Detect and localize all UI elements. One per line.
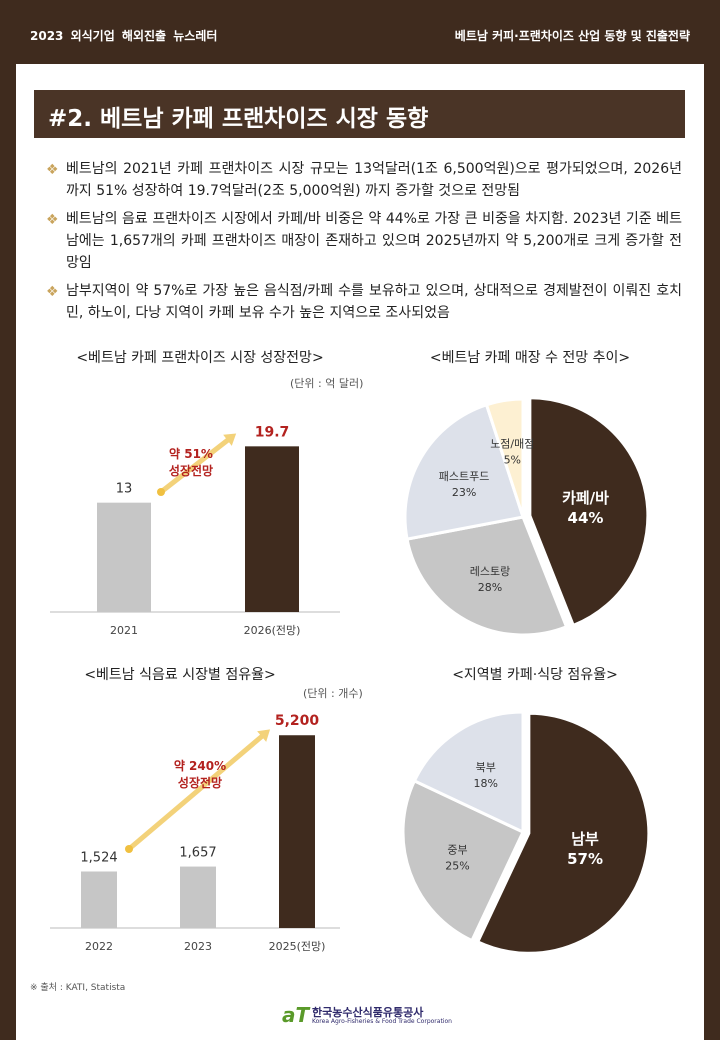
left-border <box>0 64 16 1040</box>
bar <box>245 446 299 612</box>
bar <box>279 735 315 928</box>
pie-slice-percent: 23% <box>452 486 476 499</box>
growth-arrow-head-icon <box>223 433 237 446</box>
pie-slice <box>405 515 569 637</box>
header-bar: 2023 외식기업 해외진출 뉴스레터 베트남 커피·프랜차이즈 산업 동향 및… <box>0 0 720 64</box>
pie-slice-percent: 44% <box>568 509 604 527</box>
report-title: 베트남 커피·프랜차이즈 산업 동향 및 진출전략 <box>454 29 690 43</box>
pie-slice <box>401 778 525 943</box>
diamond-bullet-icon: ❖ <box>46 284 59 300</box>
bar-value-label: 19.7 <box>255 424 290 440</box>
bullet-text: 베트남의 2021년 카페 프랜차이즈 시장 규모는 13억달러(1조 6,50… <box>66 161 682 199</box>
chart-title-store-count: <베트남 식음료 시장별 점유율> <box>84 667 276 683</box>
pie-slice-label: 중부 <box>447 844 467 857</box>
diamond-bullet-icon: ❖ <box>46 162 59 178</box>
bar <box>81 871 117 928</box>
pie-slice-label: 패스트푸드 <box>439 470 490 483</box>
pie-slice-percent: 25% <box>445 860 469 873</box>
unit-label-c1: (단위 : 억 달러) <box>290 377 364 390</box>
chart-title-market-growth: <베트남 카페 프랜차이즈 시장 성장전망> <box>76 350 324 366</box>
bar-value-label: 13 <box>116 482 133 497</box>
newsletter-title: 2023 외식기업 해외진출 뉴스레터 <box>30 29 218 43</box>
pie-slice <box>475 711 651 955</box>
bar-value-label: 5,200 <box>275 713 320 729</box>
at-logo-name: 한국농수산식품유통공사 <box>312 1006 424 1019</box>
growth-arrow-line <box>159 434 235 494</box>
pie-slice <box>403 402 525 541</box>
growth-arrow-head-icon <box>257 729 271 742</box>
bar <box>180 866 216 928</box>
pie-slice-label: 북부 <box>476 761 496 774</box>
x-tick-label: 2022 <box>85 940 113 953</box>
growth-arrow-dot <box>157 488 165 496</box>
x-tick-label: 2026(전망) <box>244 624 301 637</box>
market-growth-bar-chart: 13 2021 19.7 2026(전망) 약 51% 성장전망 <box>50 424 340 637</box>
bullet-item: ❖ 남부지역이 약 57%로 가장 높은 음식점/카페 수를 보유하고 있으며,… <box>46 280 682 324</box>
growth-arrow-line <box>127 730 269 851</box>
pie-slice <box>484 397 525 518</box>
right-border <box>704 64 720 1040</box>
region-share-pie-chart: 남부 57% 중부 25% 북부 18% <box>401 710 651 955</box>
pie-slice-label: 카페/바 <box>562 489 609 507</box>
bullet-text: 베트남의 음료 프랜차이즈 시장에서 카페/바 비중은 약 44%로 가장 큰 … <box>66 211 682 271</box>
growth-annotation: 성장전망 <box>178 775 222 790</box>
bullet-item: ❖ 베트남의 2021년 카페 프랜차이즈 시장 규모는 13억달러(1조 6,… <box>46 158 682 202</box>
growth-arrow-dot <box>125 845 133 853</box>
pie-slice-percent: 28% <box>478 581 502 594</box>
bullet-item: ❖ 베트남의 음료 프랜차이즈 시장에서 카페/바 비중은 약 44%로 가장 … <box>46 208 682 274</box>
bullet-list: ❖ 베트남의 2021년 카페 프랜차이즈 시장 규모는 13억달러(1조 6,… <box>46 158 682 330</box>
pie-slice-percent: 18% <box>473 777 497 790</box>
x-tick-label: 2023 <box>184 940 212 953</box>
pie-slice-label: 노점/매점 <box>490 437 534 450</box>
pie-slice-percent: 57% <box>567 850 603 868</box>
diamond-bullet-icon: ❖ <box>46 212 59 228</box>
pie-slice <box>412 710 525 835</box>
store-share-pie-chart: 카페/바 44% 레스토랑 28% 패스트푸드 23% 노점/매점 5% <box>403 396 650 637</box>
section-title-bar: #2. 베트남 카페 프랜차이즈 시장 동향 <box>34 90 685 138</box>
growth-annotation: 성장전망 <box>169 463 213 478</box>
bar-value-label: 1,524 <box>80 851 117 866</box>
pie-slice-label: 레스토랑 <box>470 565 510 578</box>
bullet-text: 남부지역이 약 57%로 가장 높은 음식점/카페 수를 보유하고 있으며, 상… <box>66 283 682 321</box>
chart-title-store-share: <베트남 카페 매장 수 전망 추이> <box>429 350 631 366</box>
source-note: ※ 출처 : KATI, Statista <box>30 983 126 993</box>
chart-title-region-share: <지역별 카페·식당 점유율> <box>452 667 618 683</box>
pie-slice-percent: 5% <box>504 453 521 466</box>
x-tick-label: 2025(전망) <box>269 940 326 953</box>
section-title: #2. 베트남 카페 프랜차이즈 시장 동향 <box>48 106 429 132</box>
growth-annotation: 약 51% <box>169 446 213 461</box>
bar-value-label: 1,657 <box>179 846 216 861</box>
x-tick-label: 2021 <box>110 624 138 637</box>
growth-annotation: 약 240% <box>174 758 226 773</box>
at-logo-mark: aT <box>282 1003 310 1027</box>
pie-slice <box>528 396 650 628</box>
store-count-bar-chart: 1,524 2022 1,657 2023 5,200 2025(전망) 약 240% 성장전… <box>50 713 340 953</box>
pie-slice-label: 남부 <box>571 830 599 848</box>
at-logo-english: Korea Agro-Fisheries & Food Trade Corpor… <box>312 1018 452 1025</box>
unit-label-c3: (단위 : 개수) <box>303 687 363 700</box>
bar <box>97 502 151 612</box>
